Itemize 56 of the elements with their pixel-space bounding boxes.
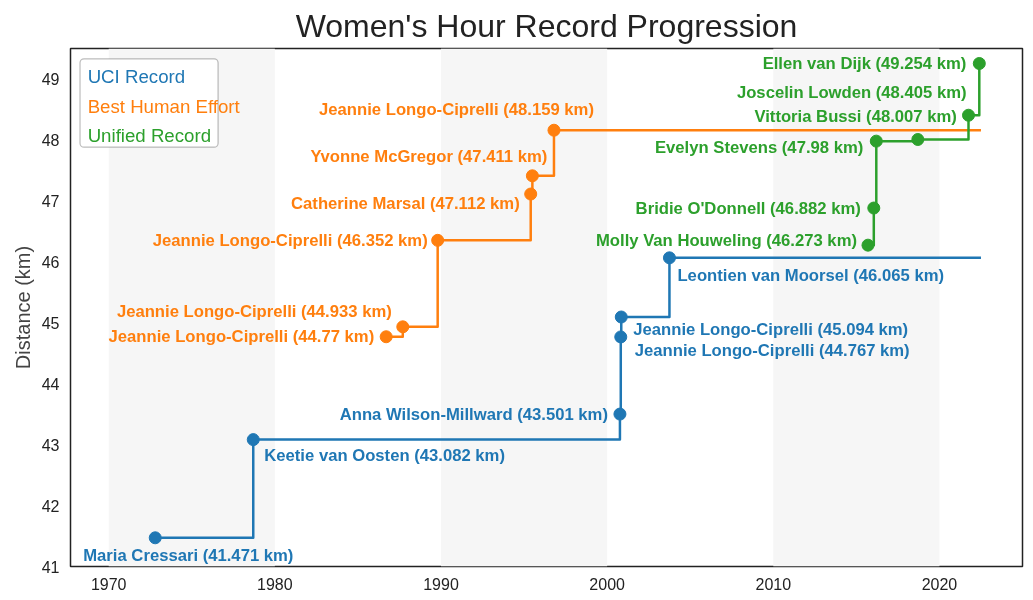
point [148,531,162,545]
point [614,330,628,344]
data-label: Evelyn Stevens (47.98 km) [654,137,864,157]
data-label: Molly Van Houweling (46.273 km) [595,230,857,250]
y-tick-label: 48 [41,131,60,149]
data-label: Catherine Marsal (47.112 km) [291,193,520,213]
point [431,233,445,247]
data-label: Leontien van Moorsel (46.065 km) [677,266,945,286]
x-tick-label: 2000 [589,575,626,593]
data-label: Jeannie Longo-Ciprelli (44.77 km) [108,327,375,347]
y-tick-label: 46 [41,253,60,271]
data-label: Ellen van Dijk (49.254 km) [762,53,967,73]
point [614,310,628,324]
point [246,433,260,447]
x-tick-label: 1980 [257,575,293,593]
x-tick-label: 2020 [921,575,958,593]
point [525,169,539,183]
data-label: Yvonne McGregor (47.411 km) [310,147,548,167]
point [396,320,410,334]
chart-title: Women's Hour Record Progression [295,7,798,44]
y-tick-label: 49 [41,70,60,88]
data-label: Jeannie Longo-Ciprelli (48.159 km) [319,99,594,119]
point [911,133,925,146]
point [867,201,881,215]
point [662,251,676,265]
point [861,238,875,252]
x-tick-label: 2010 [755,575,792,593]
point [613,407,627,421]
y-tick-label: 47 [41,192,60,210]
text: Unified Record [87,125,212,147]
point [524,187,538,201]
point [379,330,393,344]
text: Best Human Effort [87,95,241,117]
y-tick-label: 44 [41,375,60,393]
text: UCI Record [87,66,186,88]
data-label: Joscelin Lowden (48.405 km) [736,82,967,102]
y-tick-label: 43 [41,436,60,454]
data-label: Vittoria Bussi (48.007 km) [754,106,957,126]
y-tick-label: 42 [41,497,60,515]
y-tick-label: 45 [41,314,60,332]
x-tick-label: 1970 [90,575,127,593]
data-label: Jeannie Longo-Ciprelli (44.933 km) [116,302,392,322]
data-label: Maria Cressari (41.471 km) [83,546,294,566]
point [547,123,561,137]
data-label: Jeannie Longo-Ciprelli (45.094 km) [633,319,909,339]
data-label: Bridie O'Donnell (46.882 km) [635,198,861,218]
data-label: Jeannie Longo-Ciprelli (44.767 km) [634,341,910,361]
point [962,108,975,122]
y-axis-title: Distance (km) [11,245,34,370]
data-label: Jeannie Longo-Ciprelli (46.352 km) [152,230,428,250]
point [972,57,986,70]
y-tick-label: 41 [41,558,60,576]
data-label: Keetie van Oosten (43.082 km) [264,446,505,466]
x-tick-label: 1990 [423,575,459,593]
point [869,134,883,148]
data-label: Anna Wilson-Millward (43.501 km) [339,404,608,424]
